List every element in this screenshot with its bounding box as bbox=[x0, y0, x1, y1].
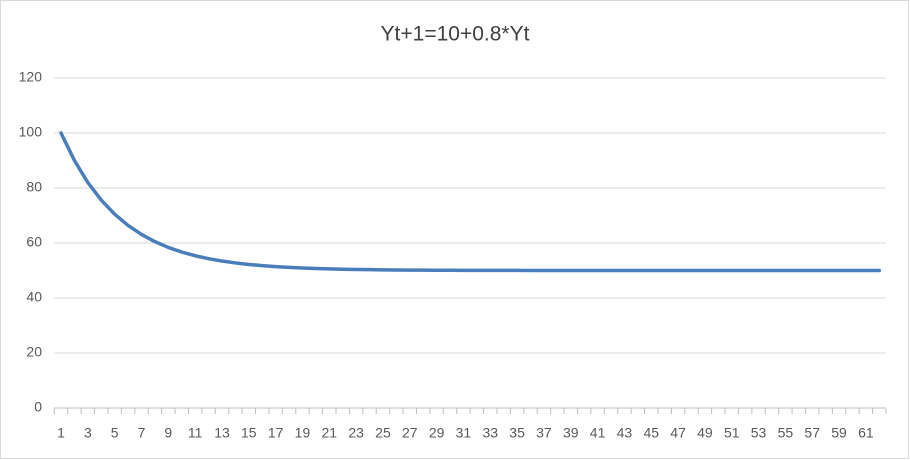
x-tick-label: 13 bbox=[214, 425, 230, 441]
x-tick-label: 15 bbox=[241, 425, 257, 441]
y-tick-label: 60 bbox=[26, 234, 42, 250]
x-tick-label: 61 bbox=[858, 425, 874, 441]
y-tick-label: 0 bbox=[34, 399, 42, 415]
y-tick-label: 40 bbox=[26, 289, 42, 305]
x-tick-label: 57 bbox=[804, 425, 820, 441]
x-tick-label: 17 bbox=[268, 425, 284, 441]
x-tick-label: 21 bbox=[322, 425, 338, 441]
x-tick-label: 7 bbox=[138, 425, 146, 441]
x-tick-label: 33 bbox=[482, 425, 498, 441]
x-tick-label: 53 bbox=[751, 425, 767, 441]
x-tick-label: 25 bbox=[375, 425, 391, 441]
y-tick-label: 20 bbox=[26, 344, 42, 360]
x-tick-label: 45 bbox=[643, 425, 659, 441]
y-tick-label: 80 bbox=[26, 179, 42, 195]
x-tick-label: 27 bbox=[402, 425, 418, 441]
x-tick-label: 49 bbox=[697, 425, 713, 441]
y-tick-label: 120 bbox=[19, 69, 43, 85]
x-tick-label: 19 bbox=[295, 425, 311, 441]
x-tick-label: 23 bbox=[348, 425, 364, 441]
x-tick-label: 41 bbox=[590, 425, 606, 441]
chart-title: Yt+1=10+0.8*Yt bbox=[381, 23, 530, 46]
x-tick-label: 3 bbox=[84, 425, 92, 441]
x-tick-label: 5 bbox=[111, 425, 119, 441]
x-tick-label: 35 bbox=[509, 425, 525, 441]
x-tick-label: 43 bbox=[617, 425, 633, 441]
y-tick-label: 100 bbox=[19, 124, 43, 140]
line bbox=[59, 131, 882, 273]
x-tick-label: 37 bbox=[536, 425, 552, 441]
x-tick-label: 11 bbox=[188, 425, 203, 441]
x-tick-label: 51 bbox=[724, 425, 740, 441]
x-tick-label: 9 bbox=[164, 425, 172, 441]
x-tick-label: 1 bbox=[57, 425, 65, 441]
x-tick-label: 39 bbox=[563, 425, 579, 441]
x-tick-label: 59 bbox=[831, 425, 847, 441]
x-tick-label: 29 bbox=[429, 425, 445, 441]
x-tick-label: 31 bbox=[456, 425, 472, 441]
x-tick-label: 55 bbox=[778, 425, 794, 441]
x-tick-label: 47 bbox=[670, 425, 686, 441]
